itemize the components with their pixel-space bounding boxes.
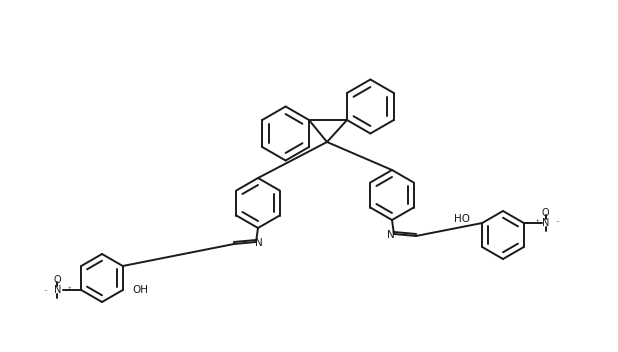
Text: N: N bbox=[54, 285, 61, 295]
Text: ⁻: ⁻ bbox=[43, 289, 47, 295]
Text: O: O bbox=[542, 208, 549, 218]
Text: ⁺: ⁺ bbox=[536, 220, 540, 226]
Text: ⁺: ⁺ bbox=[67, 287, 71, 293]
Text: ⁻: ⁻ bbox=[556, 220, 560, 226]
Text: N: N bbox=[542, 218, 549, 228]
Text: OH: OH bbox=[133, 285, 149, 295]
Text: O: O bbox=[53, 275, 61, 285]
Text: N: N bbox=[255, 238, 263, 248]
Text: N: N bbox=[387, 230, 395, 240]
Text: HO: HO bbox=[454, 214, 470, 224]
